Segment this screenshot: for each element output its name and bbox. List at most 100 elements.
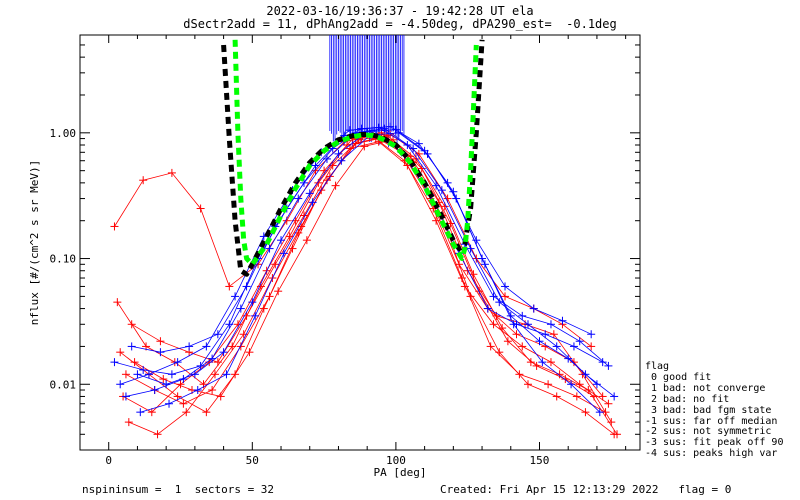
data-point: [251, 311, 260, 320]
series-line: [134, 139, 595, 397]
data-point: [202, 342, 211, 351]
data-point: [590, 392, 599, 401]
data-point: [409, 144, 418, 153]
data-point: [116, 348, 125, 357]
data-point: [196, 361, 205, 370]
data-point: [294, 194, 303, 203]
data-point: [213, 358, 222, 367]
data-point: [483, 304, 492, 313]
y-tick-label: 0.10: [50, 253, 77, 266]
x-tick-label: 50: [246, 454, 259, 467]
data-point: [558, 316, 567, 325]
data-point: [412, 154, 420, 163]
data-point: [133, 370, 142, 379]
series-layer: [110, 35, 622, 439]
data-point: [279, 249, 288, 258]
data-point: [139, 365, 148, 374]
series-line: [140, 132, 601, 413]
series-line: [120, 127, 609, 385]
data-point: [466, 292, 475, 301]
x-tick-label: 0: [105, 454, 112, 467]
data-point: [518, 342, 527, 351]
data-point: [535, 337, 544, 346]
data-point: [501, 282, 510, 291]
data-point: [159, 375, 168, 384]
data-point: [153, 430, 162, 439]
data-point: [124, 418, 133, 427]
data-point: [480, 260, 489, 269]
data-point: [569, 342, 578, 351]
data-point: [486, 342, 495, 351]
legend-item: -2 sus: not symmetric: [645, 426, 772, 438]
data-point: [564, 354, 573, 363]
data-point: [432, 216, 441, 225]
y-tick-label: 0.01: [50, 378, 77, 391]
data-point: [524, 380, 532, 389]
fit-layer: [221, 39, 485, 277]
data-point: [167, 370, 176, 379]
x-tick-label: 150: [530, 454, 550, 467]
data-point: [526, 358, 535, 367]
data-point: [452, 194, 461, 203]
data-point: [236, 342, 245, 351]
data-point: [334, 149, 343, 158]
data-point: [210, 370, 219, 379]
series-line: [116, 138, 606, 413]
data-point: [219, 348, 228, 357]
data-point: [546, 320, 555, 329]
footer-sector-info: nspininsum = 1 sectors = 32: [82, 483, 275, 496]
data-point: [242, 311, 251, 320]
data-point: [495, 348, 504, 357]
data-point: [489, 320, 498, 329]
data-point: [265, 292, 274, 301]
data-point: [613, 430, 622, 439]
data-point: [277, 236, 286, 245]
data-point: [532, 361, 541, 370]
data-point: [495, 298, 504, 307]
axis-layer: 0 50 100 150 0.01 0.10 1.00 nflux [#/(cm^2 s sr…: [28, 34, 640, 467]
data-point: [236, 304, 245, 313]
data-point: [300, 178, 308, 187]
series-line: [114, 135, 604, 397]
data-point: [555, 370, 564, 379]
data-point: [225, 282, 234, 291]
data-point: [380, 124, 389, 133]
data-point: [604, 399, 613, 408]
data-point: [357, 124, 366, 133]
data-point: [595, 408, 604, 417]
legend-item: 2 bad: no fit: [645, 393, 730, 405]
data-point: [331, 181, 340, 190]
data-point: [156, 348, 165, 357]
data-point: [567, 380, 576, 389]
data-point: [512, 330, 521, 339]
data-point: [179, 399, 188, 408]
data-point: [110, 358, 119, 367]
data-point: [242, 282, 251, 291]
data-point: [202, 408, 211, 417]
data-point: [386, 122, 395, 131]
data-point: [139, 176, 148, 185]
series-line: [131, 133, 592, 363]
data-point: [274, 287, 283, 296]
data-point: [308, 198, 317, 207]
data-point: [213, 330, 222, 339]
data-point: [546, 358, 555, 367]
x-axis-label: PA [deg]: [373, 466, 427, 479]
data-point: [245, 348, 254, 357]
data-point: [518, 311, 527, 320]
data-point: [208, 386, 217, 395]
data-point: [345, 126, 354, 135]
data-point: [377, 128, 386, 137]
legend-item: -1 sus: far off median: [645, 415, 778, 427]
data-point: [144, 370, 153, 379]
data-point: [130, 358, 139, 367]
data-point: [167, 168, 176, 177]
data-point: [524, 320, 532, 329]
plot-title-line1: 2022-03-16/19:36:37 - 19:42:28 UT ela: [266, 4, 534, 18]
plot-title-line2: dSectr2add = 11, dPhAng2add = -4.50deg, …: [183, 17, 617, 31]
data-point: [587, 330, 596, 339]
data-point: [549, 330, 558, 339]
data-point: [541, 330, 550, 339]
data-point: [337, 156, 346, 165]
data-point: [529, 304, 538, 313]
